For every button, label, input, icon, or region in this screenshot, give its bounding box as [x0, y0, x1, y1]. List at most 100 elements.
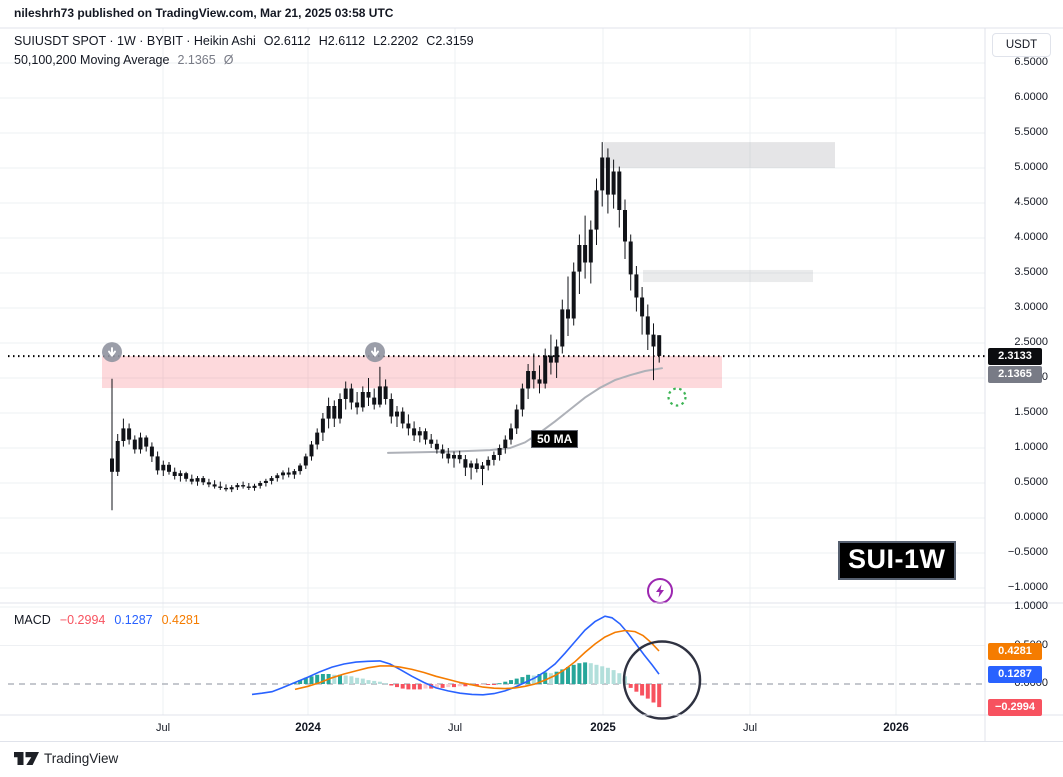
candle-body — [172, 471, 177, 476]
footer-brand[interactable]: TradingView — [14, 749, 118, 768]
macd-signal-value: 0.4281 — [161, 613, 200, 627]
candle-body — [263, 480, 268, 483]
macd-signal-line — [294, 629, 660, 691]
candle-body — [212, 484, 217, 487]
macd-histogram-bar — [315, 674, 320, 684]
candle-body — [429, 439, 434, 444]
candle-body — [269, 478, 274, 481]
candle-body — [509, 428, 513, 440]
macd-histogram-bar — [560, 669, 565, 684]
macd-histogram-bar — [452, 684, 456, 688]
supply-box — [643, 269, 813, 283]
macd-value-badge: 0.1287 — [988, 665, 1042, 683]
macd-histogram-bar — [543, 672, 548, 684]
legend-symbol-row: SUIUSDT SPOT · 1W · BYBIT · Heikin Ashi … — [14, 32, 474, 51]
candle-body — [640, 297, 645, 317]
price-tick-label: −0.5000 — [1007, 546, 1048, 558]
macd-histogram-bar — [537, 674, 542, 684]
time-tick-label: 2024 — [295, 722, 321, 734]
candle-body — [360, 392, 365, 408]
candle-body — [457, 455, 462, 460]
macd-hist-value: −0.2994 — [59, 613, 106, 627]
candle-body — [206, 482, 211, 485]
macd-histogram-bar — [588, 663, 593, 684]
macd-histogram-bar — [554, 671, 559, 684]
candle-body — [651, 334, 656, 347]
candle-body — [355, 402, 360, 408]
candle-body — [605, 157, 610, 195]
candle-body — [469, 463, 474, 468]
price-tick-label: 5.5000 — [1014, 126, 1048, 138]
candle-body — [241, 485, 246, 487]
price-tick-label: 4.5000 — [1014, 196, 1048, 208]
support-zone — [102, 356, 722, 389]
ma50-label-badge: 50 MA — [531, 430, 579, 448]
macd-histogram-bar — [548, 673, 553, 684]
macd-histogram-bar — [645, 684, 650, 699]
candle-body — [440, 449, 445, 454]
macd-histogram-bar — [583, 662, 588, 684]
macd-histogram-bar — [571, 664, 576, 685]
ohlc-close: C2.3159 — [426, 34, 474, 48]
currency-toggle-button[interactable]: USDT — [992, 33, 1051, 57]
candle-body — [594, 190, 599, 230]
macd-line-value: 0.1287 — [114, 613, 153, 627]
candle-body — [132, 439, 137, 450]
time-tick-label: 2025 — [590, 722, 616, 734]
macd-histogram-bar — [617, 673, 622, 684]
price-tick-label: 1.0000 — [1014, 441, 1048, 453]
time-tick-label: Jul — [742, 722, 758, 734]
candle-body — [554, 346, 559, 363]
candle-body — [201, 478, 206, 483]
candle-body — [406, 423, 411, 429]
candle-body — [320, 418, 325, 433]
ma-indicator-title: 50,100,200 Moving Average — [14, 53, 170, 67]
candle-body — [127, 428, 132, 440]
price-tick-label: 4.0000 — [1014, 231, 1048, 243]
candle-body — [537, 379, 542, 384]
price-tick-label: 6.5000 — [1014, 56, 1048, 68]
candle-body — [372, 397, 377, 405]
macd-histogram-bar — [509, 680, 513, 684]
ma-hide-icon: Ø — [223, 53, 234, 67]
macd-histogram-bar — [531, 675, 536, 684]
candle-body — [167, 464, 171, 472]
candle-body — [184, 473, 189, 479]
candle-body — [560, 309, 565, 347]
candle-body — [588, 229, 593, 263]
macd-histogram-bar — [520, 677, 525, 684]
candle-body — [600, 157, 605, 191]
time-tick-label: 2026 — [883, 722, 909, 734]
candle-body — [292, 471, 297, 475]
macd-histogram-bar — [657, 684, 662, 708]
candle-body — [452, 455, 456, 459]
candle-body — [343, 388, 348, 399]
macd-histogram-bar — [332, 674, 337, 684]
candle-body — [514, 409, 519, 429]
candle-body — [275, 475, 280, 479]
macd-histogram-bar — [440, 684, 445, 688]
tradingview-logo-icon — [14, 752, 39, 765]
candle-body — [497, 448, 502, 455]
macd-histogram-bar — [355, 677, 360, 684]
candle-body — [434, 443, 439, 450]
candle-body — [628, 241, 633, 275]
candle-body — [252, 485, 257, 488]
price-tick-label: −1.0000 — [1007, 581, 1048, 593]
macd-legend: MACD −0.2994 0.1287 0.4281 — [14, 613, 200, 627]
macd-histogram-bar — [497, 683, 502, 685]
candle-body — [121, 428, 126, 441]
candle-body — [503, 439, 508, 448]
ma-price-badge: 2.1365 — [988, 365, 1042, 383]
candle-body — [298, 465, 303, 472]
macd-histogram-bar — [360, 678, 365, 684]
macd-histogram-bar — [303, 677, 308, 684]
macd-histogram-bar — [372, 680, 377, 684]
macd-histogram-bar — [514, 678, 519, 684]
macd-histogram-bar — [338, 674, 342, 684]
ma-indicator-value: 2.1365 — [177, 53, 216, 67]
candle-body — [577, 245, 582, 272]
candle-body — [645, 316, 650, 335]
